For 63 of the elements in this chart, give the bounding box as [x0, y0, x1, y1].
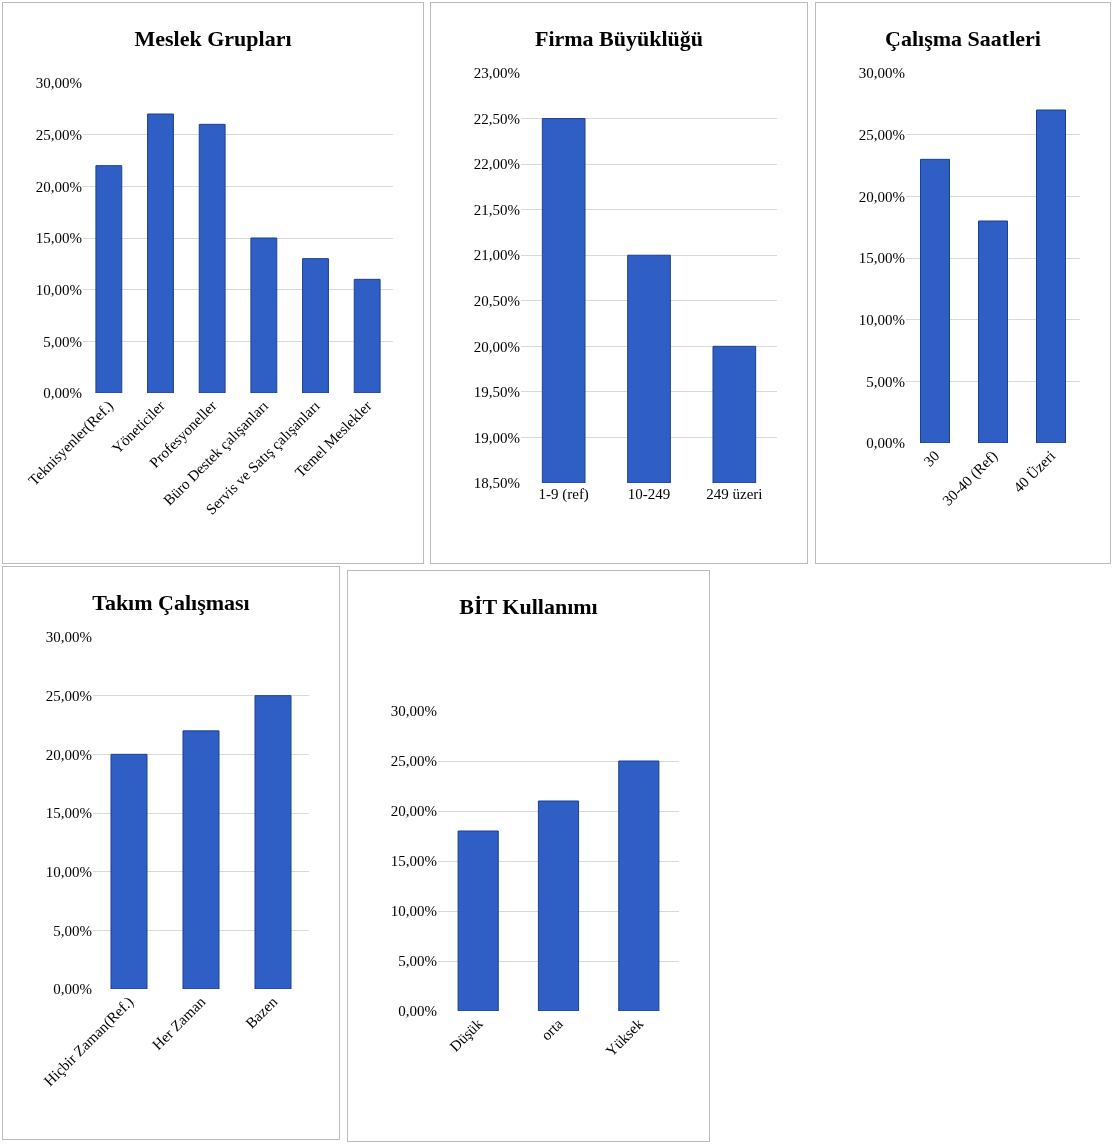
y-tick-label: 20,00%: [390, 803, 437, 820]
bar: [618, 760, 660, 1011]
y-tick-label: 18,50%: [473, 475, 520, 492]
bar: [978, 220, 1008, 443]
y-tick-label: 20,00%: [473, 338, 520, 355]
y-tick-label: 15,00%: [35, 230, 82, 247]
y-tick-label: 20,50%: [473, 293, 520, 310]
bar: [95, 165, 123, 393]
y-tick-label: 0,00%: [398, 1003, 437, 1020]
y-tick-label: 30,00%: [390, 703, 437, 720]
y-tick-label: 5,00%: [866, 373, 905, 390]
y-tick-label: 20,00%: [45, 746, 92, 763]
bar: [302, 258, 329, 393]
y-tick-label: 30,00%: [45, 629, 92, 646]
bar: [457, 830, 499, 1011]
y-tick-label: 20,00%: [858, 188, 905, 205]
y-tick-label: 0,00%: [866, 435, 905, 452]
x-tick-label: orta: [538, 1015, 567, 1044]
y-tick-label: 10,00%: [390, 903, 437, 920]
bar: [353, 278, 381, 393]
y-tick-label: 30,00%: [858, 65, 905, 82]
y-tick-label: 22,00%: [473, 156, 520, 173]
y-tick-label: 21,00%: [473, 247, 520, 264]
bar: [254, 695, 292, 989]
y-tick-label: 10,00%: [858, 311, 905, 328]
y-tick-label: 15,00%: [45, 805, 92, 822]
y-tick-label: 25,00%: [390, 753, 437, 770]
chart-title: Firma Büyüklüğü: [534, 25, 704, 51]
bar: [537, 800, 580, 1011]
y-tick-label: 5,00%: [398, 953, 437, 970]
bar: [250, 237, 278, 393]
y-tick-label: 22,50%: [473, 110, 520, 127]
y-tick-label: 25,00%: [45, 687, 92, 704]
bar: [1036, 109, 1066, 443]
y-tick-label: 10,00%: [45, 863, 92, 880]
chart-title: Meslek Grupları: [134, 25, 292, 51]
bar: [147, 113, 174, 393]
y-tick-label: 0,00%: [43, 385, 82, 402]
chart-title: Çalışma Saatleri: [885, 25, 1041, 51]
x-tick-label: 10-249: [627, 486, 671, 502]
y-tick-label: 5,00%: [53, 922, 92, 939]
bar: [110, 753, 148, 989]
y-tick-label: 0,00%: [53, 981, 92, 998]
chart-title: BİT Kullanımı: [459, 593, 598, 619]
bar: [198, 123, 226, 393]
bar: [920, 158, 950, 443]
y-tick-label: 15,00%: [858, 250, 905, 267]
bar: [182, 730, 220, 989]
y-tick-label: 30,00%: [35, 75, 82, 92]
y-tick-label: 23,00%: [473, 65, 520, 82]
y-tick-label: 25,00%: [35, 126, 82, 143]
y-tick-label: 20,00%: [35, 178, 82, 195]
x-tick-label: 30: [920, 447, 943, 470]
y-tick-label: 19,00%: [473, 429, 520, 446]
chart-title: Takım Çalışması: [92, 589, 250, 615]
y-tick-label: 5,00%: [43, 333, 82, 350]
x-tick-label: 249 üzeri: [706, 486, 763, 502]
y-tick-label: 25,00%: [858, 126, 905, 143]
y-tick-label: 19,50%: [473, 384, 520, 401]
x-tick-label: 1-9 (ref): [538, 486, 589, 503]
y-tick-label: 10,00%: [35, 281, 82, 298]
y-tick-label: 15,00%: [390, 853, 437, 870]
y-tick-label: 21,50%: [473, 201, 520, 218]
